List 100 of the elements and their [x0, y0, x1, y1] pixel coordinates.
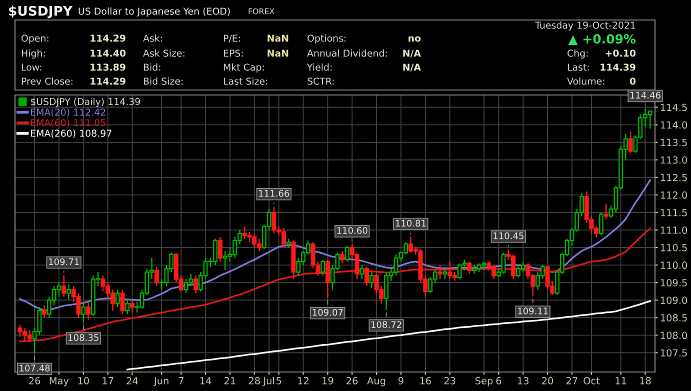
candlestick: [320, 259, 326, 276]
y-tick-label: 111.0: [660, 226, 688, 234]
candlestick: [66, 284, 71, 301]
line-series: [19, 227, 651, 342]
x-tick-label: Jul: [262, 376, 274, 386]
candlestick: [369, 271, 374, 288]
y-tick-label: 109.5: [660, 279, 687, 286]
text: N/A: [403, 50, 421, 58]
x-tick-label: 24: [126, 377, 138, 384]
candlestick: [438, 264, 442, 280]
y-tick-label: 114.0: [660, 121, 688, 129]
annotation: 111.66: [259, 190, 290, 197]
text: P/E:: [224, 34, 240, 42]
x-tick-label: Jun: [153, 377, 168, 386]
text: Ask:: [143, 34, 162, 42]
chart-subtitle: US Dollar to Japanese Yen (EOD): [78, 7, 230, 17]
candlestick: [62, 274, 66, 298]
text: Prev Close:: [22, 77, 72, 85]
text: Open:: [22, 34, 48, 44]
candlestick: [340, 250, 345, 264]
candlestick: [125, 299, 130, 315]
candlestick: [467, 260, 472, 274]
candlestick: [360, 264, 364, 280]
y-tick-label: 110.0: [660, 262, 688, 269]
text: +0.10: [606, 50, 636, 57]
text: NaN: [268, 50, 288, 57]
candlestick: [442, 268, 448, 280]
candlestick: [628, 131, 633, 154]
annotation: 109.71: [49, 258, 79, 266]
text: Yield:: [306, 63, 332, 71]
text: 114.29: [90, 34, 126, 42]
x-tick-label: Oct: [584, 377, 600, 384]
y-tick-label: 112.5: [660, 174, 687, 182]
y-tick-label: 114.5: [660, 104, 687, 112]
legend-label: EMA(20) 112.42: [31, 108, 106, 117]
x-tick-label: Aug: [367, 377, 386, 386]
candlestick: [86, 301, 91, 320]
text: EPS:: [224, 50, 243, 57]
text: 113.89: [90, 64, 126, 71]
text: Bid:: [144, 63, 160, 71]
candlestick: [325, 259, 330, 298]
x-tick-label: 14: [200, 377, 212, 384]
legend-label: $USDJPY (Daily) 114.39: [30, 98, 140, 107]
text: Chg:: [568, 49, 588, 59]
text: 114.39: [600, 64, 636, 71]
candlestick: [194, 274, 198, 294]
candlestick: [130, 299, 134, 314]
annotation: 110.45: [494, 232, 524, 240]
text: Ask Size:: [143, 49, 184, 57]
x-tick-label: Sep: [475, 377, 493, 386]
text: no: [408, 36, 421, 42]
annotation: 109.07: [312, 308, 343, 316]
x-tick-label: 6: [496, 377, 502, 384]
y-tick-label: 107.5: [660, 349, 687, 357]
text: Tuesday 19-Oct-2021: [535, 21, 636, 31]
text: N/A: [403, 64, 421, 72]
x-tick-label: 20: [542, 377, 554, 384]
annotation: 109.11: [518, 308, 548, 314]
x-tick-label: 16: [420, 377, 431, 384]
legend-label: EMA(60) 111.05: [31, 118, 106, 128]
text: Last Size:: [224, 77, 268, 85]
annotation: 108.35: [68, 334, 98, 342]
legend-label: EMA(260) 108.97: [31, 130, 112, 138]
text: Last:: [568, 64, 589, 71]
x-tick-label: 17: [102, 377, 114, 384]
x-tick-label: 26: [346, 377, 358, 384]
x-tick-label: 12: [298, 377, 308, 384]
candlestick: [81, 301, 86, 324]
text: ▲ +0.09%: [568, 34, 636, 45]
chart-title: $USDJPY: [9, 6, 73, 18]
candlestick: [599, 212, 604, 236]
text: Volume:: [567, 77, 604, 85]
x-tick-label: 5: [276, 377, 282, 384]
text: SCTR:: [308, 78, 334, 85]
text: Options:: [308, 34, 346, 44]
x-tick-label: 9: [398, 377, 404, 384]
text: 114.29: [90, 78, 126, 85]
candlestick: [154, 266, 159, 287]
y-tick-label: 112.0: [660, 191, 688, 199]
y-tick-label: 108.0: [660, 332, 688, 340]
x-tick-label: 21: [224, 377, 236, 384]
annotation: 110.60: [337, 227, 368, 234]
x-tick-label: 10: [78, 377, 89, 384]
y-tick-label: 111.5: [660, 209, 687, 216]
text: 114.40: [90, 50, 126, 57]
candlestick: [218, 236, 222, 262]
x-tick-label: 28: [248, 377, 260, 384]
annotation: 114.46: [630, 92, 660, 99]
text: Mkt Cap:: [224, 63, 264, 73]
text: Annual Dividend:: [307, 49, 387, 57]
candlestick: [364, 266, 369, 287]
annotation: 108.72: [371, 321, 402, 328]
candlestick: [42, 304, 47, 318]
y-tick-label: 113.5: [660, 138, 687, 146]
candlestick: [115, 288, 120, 308]
x-tick-label: 18: [640, 377, 651, 384]
x-tick-label: 19: [322, 377, 334, 384]
y-tick-label: 108.5: [660, 314, 687, 322]
line-series: [126, 300, 651, 370]
x-tick-label: 27: [566, 377, 578, 384]
